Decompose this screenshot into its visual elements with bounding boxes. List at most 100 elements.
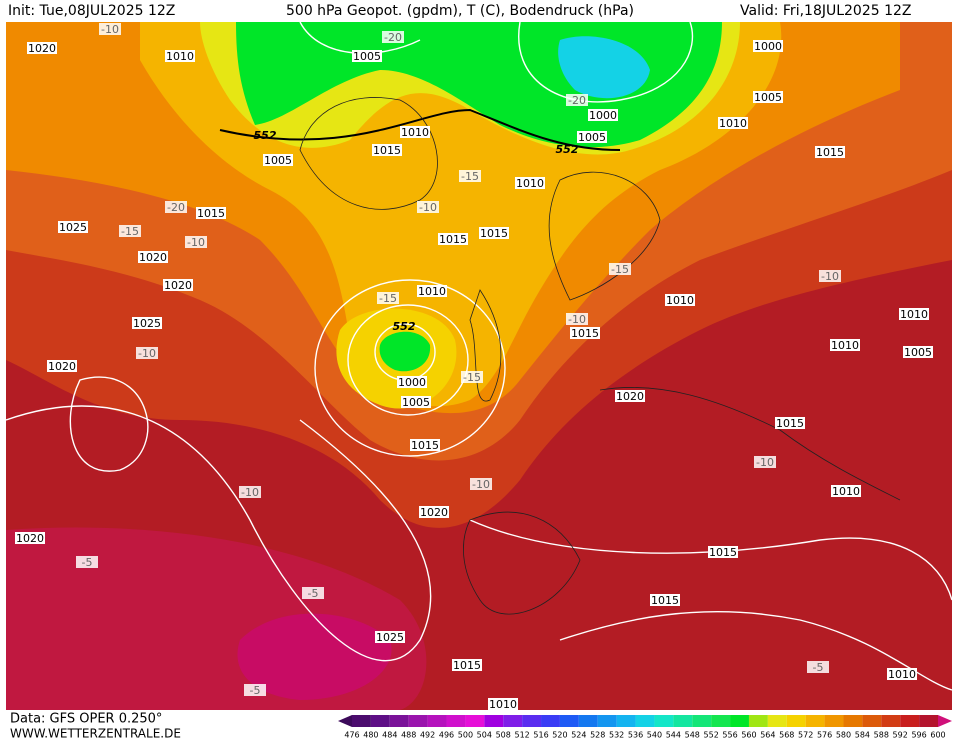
pressure-label: 1020 — [16, 532, 44, 545]
colorbar-tick-label: 572 — [798, 731, 813, 740]
init-time: Init: Tue,08JUL2025 12Z — [8, 3, 175, 19]
pressure-label: 1005 — [402, 396, 430, 409]
pressure-label: 1015 — [439, 233, 467, 246]
colorbar-segment — [352, 715, 371, 727]
pressure-label: 1005 — [578, 131, 606, 144]
pressure-label-box — [708, 546, 738, 558]
temperature-label: -5 — [813, 661, 824, 674]
colorbar-segment — [843, 715, 863, 727]
pressure-label: 1000 — [754, 40, 782, 53]
pressure-label-box — [831, 485, 861, 497]
pressure-label: 1010 — [719, 117, 747, 130]
pressure-label-box — [27, 42, 57, 54]
geopotential-label: 552 — [254, 129, 277, 142]
temperature-label-box — [459, 170, 481, 182]
pressure-label: 1015 — [480, 227, 508, 240]
temperature-label: -15 — [121, 225, 139, 238]
colorbar-tick-label: 536 — [628, 731, 643, 740]
geopotential-label: 552 — [556, 143, 579, 156]
pressure-label: 1020 — [139, 251, 167, 264]
pressure-label: 1010 — [888, 668, 916, 681]
colorbar-segment — [389, 715, 409, 727]
pressure-label-box — [163, 279, 193, 291]
colorbar-segment — [522, 715, 542, 727]
temperature-label: -15 — [379, 292, 397, 305]
colorbar-segment — [484, 715, 504, 727]
colorbar-segment — [786, 715, 806, 727]
pressure-label: 1010 — [516, 177, 544, 190]
pressure-label-box — [753, 40, 783, 52]
colorbar-segment — [541, 715, 560, 727]
map-title: 500 hPa Geopot. (gpdm), T (C), Bodendruc… — [286, 3, 634, 19]
pressure-label: 1015 — [651, 594, 679, 607]
pressure-label-box — [588, 109, 618, 121]
temperature-label: -10 — [241, 486, 259, 499]
pressure-label: 1020 — [164, 279, 192, 292]
colorbar-segment — [805, 715, 825, 727]
pressure-label-box — [577, 131, 607, 143]
pressure-label-box — [401, 396, 431, 408]
colorbar-tick-label: 508 — [496, 731, 511, 740]
colorbar-segment — [900, 715, 920, 727]
pressure-label: 1020 — [28, 42, 56, 55]
colorbar-segment — [408, 715, 428, 727]
temperature-label-box — [461, 371, 483, 383]
pressure-label-box — [400, 126, 430, 138]
colorbar-tick-label: 528 — [590, 731, 605, 740]
colorbar-tick-label: 504 — [477, 731, 492, 740]
pressure-label-box — [887, 668, 917, 680]
temperature-label-box — [76, 556, 98, 568]
colorbar-segment — [446, 715, 466, 727]
colorbar-tick-label: 544 — [666, 731, 681, 740]
temperature-label-box — [566, 313, 588, 325]
colorbar-tick-label: 532 — [609, 731, 624, 740]
temperature-label-box — [185, 236, 207, 248]
colorbar-tick-label: 524 — [571, 731, 586, 740]
colorbar-segment — [919, 715, 938, 727]
pressure-label-box — [899, 308, 929, 320]
temperature-label: -20 — [167, 201, 185, 214]
colorbar-segment — [692, 715, 712, 727]
colorbar-segment — [824, 715, 844, 727]
pressure-label-box — [352, 50, 382, 62]
temperature-label-box — [819, 270, 841, 282]
temperature-label-box — [99, 23, 121, 35]
temperature-label: -5 — [82, 556, 93, 569]
colorbar-arrow — [938, 715, 952, 727]
temperature-label: -10 — [821, 270, 839, 283]
colorbar-tick-label: 540 — [647, 731, 662, 740]
pressure-label: 1010 — [666, 294, 694, 307]
colorbar-segment — [654, 715, 674, 727]
pressure-label-box — [615, 390, 645, 402]
temperature-label-box — [165, 201, 187, 213]
colorbar-tick-label: 584 — [855, 731, 870, 740]
pressure-label-box — [397, 376, 427, 388]
pressure-label-box — [138, 251, 168, 263]
colorbar: 476 480 484 488 492 496 500 504 508 512 516 520 524 5… — [338, 715, 952, 740]
pressure-label-box — [132, 317, 162, 329]
pressure-label: 1015 — [373, 144, 401, 157]
pressure-label: 1025 — [376, 631, 404, 644]
pressure-label-box — [718, 117, 748, 129]
temperature-label: -15 — [463, 371, 481, 384]
pressure-label: 1015 — [776, 417, 804, 430]
site-name: WWW.WETTERZENTRALE.DE — [10, 727, 181, 741]
pressure-label-box — [830, 339, 860, 351]
temperature-label: -10 — [101, 23, 119, 36]
colorbar-segment — [616, 715, 636, 727]
pressure-label: 1015 — [571, 327, 599, 340]
temperature-label-box — [136, 347, 158, 359]
pressure-label-box — [775, 417, 805, 429]
pressure-label: 1010 — [900, 308, 928, 321]
map-field — [5, 21, 953, 710]
colorbar-tick-label: 516 — [533, 731, 548, 740]
pressure-label-box — [650, 594, 680, 606]
pressure-label: 1010 — [831, 339, 859, 352]
colorbar-segment — [559, 715, 579, 727]
pressure-label-box — [196, 207, 226, 219]
colorbar-tick-label: 520 — [552, 731, 567, 740]
temperature-label: -10 — [187, 236, 205, 249]
colorbar-tick-label: 480 — [363, 731, 378, 740]
colorbar-tick-label: 512 — [514, 731, 529, 740]
